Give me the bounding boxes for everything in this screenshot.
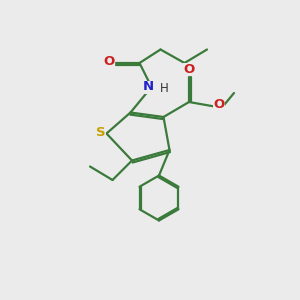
Text: O: O — [103, 55, 115, 68]
Text: N: N — [143, 80, 154, 94]
Text: O: O — [213, 98, 225, 112]
Text: O: O — [183, 63, 195, 76]
Text: H: H — [160, 82, 169, 95]
Text: S: S — [96, 125, 106, 139]
